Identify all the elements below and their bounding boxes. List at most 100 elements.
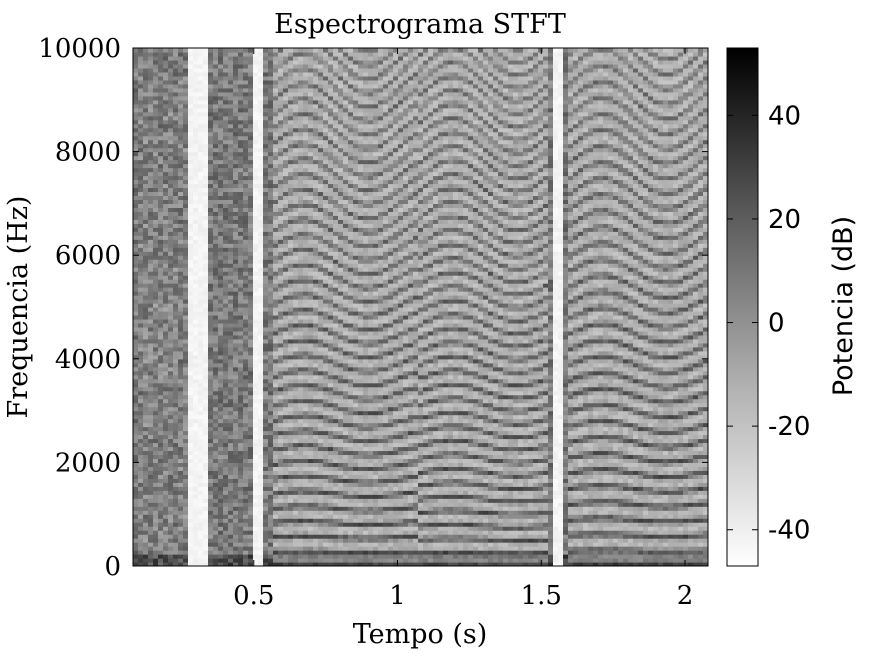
heatmap-cell [273,263,279,268]
heatmap-cell [233,454,239,460]
heatmap-cell [158,279,164,284]
heatmap-cell [298,291,304,296]
heatmap-cell [208,295,214,300]
heatmap-cell [213,59,219,65]
heatmap-cell [213,394,219,400]
heatmap-cell [188,542,194,547]
heatmap-cell [198,235,204,240]
heatmap-cell [188,346,194,352]
heatmap-cell [173,526,179,531]
heatmap-cell [313,155,319,161]
heatmap-cell [318,354,324,360]
heatmap-cell [188,538,194,543]
heatmap-cell [243,243,249,248]
heatmap-cell [243,83,249,89]
heatmap-cell [313,362,319,368]
heatmap-cell [303,470,309,475]
heatmap-cell [243,362,249,368]
heatmap-cell [268,183,274,189]
heatmap-cell [178,558,184,563]
heatmap-cell [178,366,184,372]
heatmap-cell [168,67,174,73]
heatmap-cell [203,542,209,547]
heatmap-cell [173,191,179,197]
heatmap-cell [163,131,169,137]
heatmap-cell [158,490,164,495]
heatmap-cell [238,111,244,117]
heatmap-cell [263,530,269,535]
heatmap-cell [253,550,259,555]
heatmap-cell [163,187,169,193]
heatmap-cell [153,434,159,440]
heatmap-cell [188,107,194,113]
heatmap-cell [228,259,234,264]
heatmap-cell [308,179,314,185]
heatmap-cell [253,314,259,320]
heatmap-cell [148,203,154,208]
heatmap-cell [293,291,299,296]
heatmap-cell [278,48,284,53]
heatmap-cell [163,330,169,336]
heatmap-cell [208,434,214,440]
heatmap-cell [143,135,149,141]
heatmap-cell [248,231,254,236]
heatmap-cell [193,251,199,256]
heatmap-cell [258,326,264,332]
heatmap-cell [263,538,269,543]
heatmap-cell [288,370,294,376]
heatmap-cell [313,446,319,452]
heatmap-cell [303,382,309,388]
heatmap-cell [178,251,184,256]
heatmap-cell [308,283,314,288]
heatmap-cell [198,450,204,456]
heatmap-cell [203,342,209,348]
heatmap-cell [283,291,289,296]
heatmap-cell [143,175,149,181]
heatmap-cell [198,402,204,408]
heatmap-cell [133,187,139,193]
heatmap-cell [213,163,219,169]
heatmap-cell [218,251,224,256]
heatmap-cell [233,71,239,77]
heatmap-cell [253,346,259,352]
heatmap-cell [223,199,229,204]
heatmap-cell [263,183,269,189]
heatmap-cell [133,394,139,400]
heatmap-cell [293,51,299,57]
heatmap-cell [158,482,164,487]
heatmap-cell [243,518,249,523]
heatmap-cell [238,510,244,515]
heatmap-cell [248,534,254,539]
heatmap-cell [303,143,309,149]
heatmap-cell [278,175,284,181]
heatmap-cell [248,87,254,93]
heatmap-cell [248,115,254,121]
heatmap-cell [313,227,319,232]
heatmap-cell [228,163,234,169]
heatmap-cell [158,179,164,185]
heatmap-cell [293,322,299,328]
heatmap-cell [253,342,259,348]
heatmap-cell [238,550,244,555]
heatmap-cell [293,63,299,69]
heatmap-cell [168,283,174,288]
heatmap-cell [173,430,179,436]
heatmap-cell [268,370,274,376]
heatmap-cell [288,127,294,133]
heatmap-cell [258,506,264,511]
heatmap-cell [308,334,314,340]
heatmap-cell [303,175,309,181]
heatmap-cell [218,346,224,352]
heatmap-cell [188,195,194,201]
heatmap-cell [233,167,239,173]
heatmap-cell [233,346,239,352]
heatmap-cell [178,482,184,487]
heatmap-cell [243,390,249,396]
heatmap-cell [268,63,274,69]
heatmap-cell [278,426,284,432]
heatmap-cell [203,382,209,388]
heatmap-cell [178,151,184,157]
heatmap-cell [168,147,174,153]
heatmap-cell [318,251,324,256]
heatmap-cell [248,510,254,515]
